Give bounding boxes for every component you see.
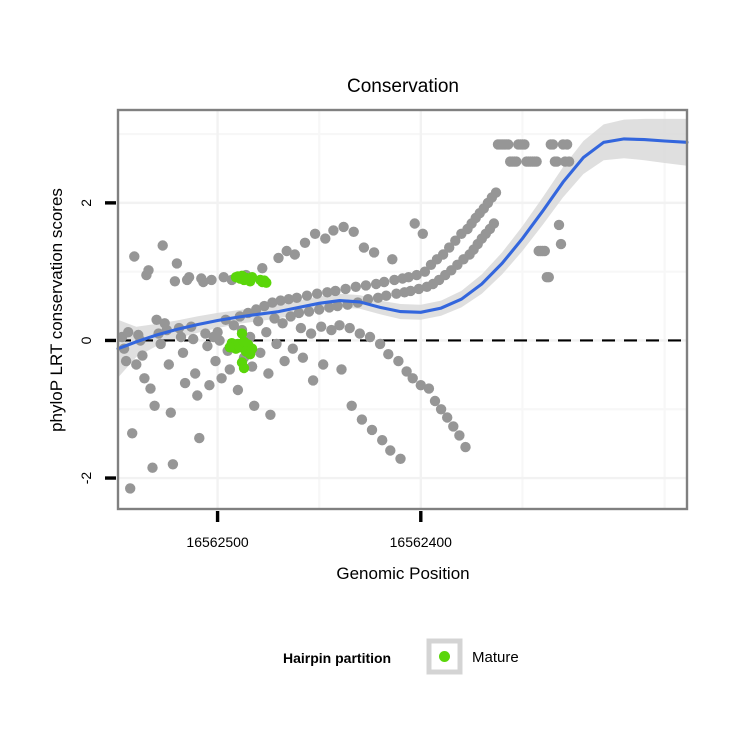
legend-key-box[interactable] — [426, 638, 463, 675]
x-axis: 16562500 16562400 — [186, 511, 452, 550]
x-tick-label: 16562500 — [186, 534, 249, 550]
y-axis: -2 0 2 — [78, 199, 116, 485]
y-axis-title: phyloP LRT conservation scores — [47, 188, 66, 432]
legend-marker-mature — [439, 651, 450, 662]
page-title: Conservation — [347, 76, 459, 97]
y-tick-label: 0 — [78, 336, 94, 344]
y-tick-label: 2 — [78, 199, 94, 207]
x-tick-label: 16562400 — [390, 534, 453, 550]
scatter-points-mature — [224, 270, 272, 374]
y-tick-label: -2 — [78, 472, 94, 485]
x-axis-title: Genomic Position — [336, 564, 469, 583]
plot-panel — [116, 108, 689, 511]
legend-title: Hairpin partition — [283, 650, 391, 666]
panel-border — [116, 108, 689, 511]
legend-label-mature: Mature — [472, 649, 519, 666]
trend-line — [116, 137, 689, 351]
legend: Hairpin partition Mature — [283, 638, 519, 675]
